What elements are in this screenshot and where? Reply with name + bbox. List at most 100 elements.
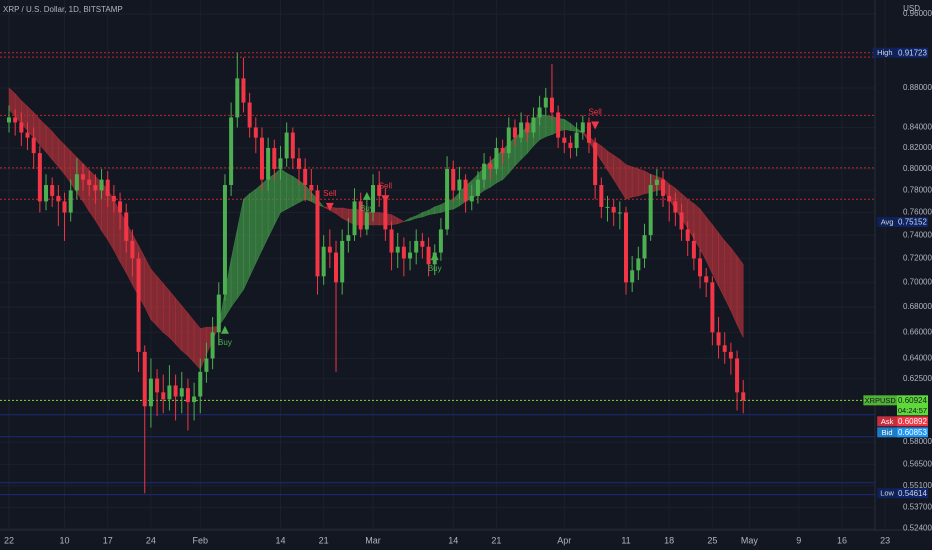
candle-body (568, 142, 573, 148)
price-tag-value-box (897, 488, 928, 499)
x-tick-label: 11 (621, 535, 630, 545)
candle-body (463, 179, 468, 202)
ema-ribbon (187, 312, 195, 364)
price-tag-name-box (877, 416, 897, 427)
x-tick-label: 24 (146, 535, 156, 545)
signal-label: Sell (323, 189, 337, 198)
candle-body (327, 246, 332, 253)
price-tag-value: 0.75152 (898, 218, 927, 227)
price-tag-value: 0.54614 (898, 489, 927, 498)
candle-body (679, 212, 684, 230)
ema-ribbon (255, 183, 263, 264)
price-tag-name: Low (880, 489, 894, 498)
price-tag-name-box (877, 488, 897, 499)
price-tag-countdown: 04:24:57 (898, 406, 927, 415)
candle-body (364, 212, 369, 230)
candle-body (426, 246, 431, 265)
y-tick-label: 0.52400 (903, 523, 932, 532)
ema-ribbon (181, 304, 189, 357)
candle-body (531, 117, 536, 133)
y-tick-label: 0.62500 (903, 374, 932, 383)
candle-body (173, 385, 178, 397)
y-tick-label: 0.80000 (903, 164, 932, 173)
candle-body (642, 235, 647, 259)
candle-body (167, 385, 172, 400)
candle-body (704, 276, 709, 283)
candle-body (562, 137, 567, 143)
candle-body (37, 153, 42, 202)
price-tag-name: Bid (882, 428, 893, 437)
candle-body (56, 195, 61, 202)
ema-ribbon (545, 115, 553, 138)
price-tag-value: 0.91723 (898, 48, 927, 57)
candle-body (401, 246, 406, 259)
ema-ribbon (175, 297, 183, 352)
ema-ribbon (243, 193, 250, 290)
ema-ribbon (156, 275, 164, 334)
candle-body (81, 174, 86, 180)
signal-marker (381, 195, 390, 204)
candle-body (105, 179, 110, 196)
candle-body (222, 185, 227, 295)
price-tag-value: 0.60853 (898, 428, 927, 437)
signal-label: Buy (360, 204, 374, 213)
price-tag-name: Avg (881, 218, 894, 227)
x-tick-label: Feb (193, 535, 209, 545)
y-tick-label: 0.74000 (903, 230, 932, 239)
candle-body (661, 179, 666, 196)
candle-body (272, 147, 277, 169)
x-tick-label: 14 (448, 535, 458, 545)
candle-body (229, 117, 234, 186)
candle-body (25, 132, 30, 138)
ema-ribbon (539, 114, 547, 141)
signal-marker (430, 252, 439, 261)
candle-body (543, 97, 548, 108)
candle-body (691, 240, 696, 259)
candle-body (241, 78, 246, 103)
candle-body (358, 201, 363, 230)
candle-body (673, 201, 678, 213)
candle-body (7, 117, 11, 123)
price-tag-name-box (872, 47, 897, 58)
price-tag-value-box (897, 47, 928, 58)
candle-body (611, 206, 616, 213)
price-tags: High 0.91723 Avg 0.75152 XRPUSD 0.6092404:24:… (863, 47, 928, 499)
ema-ribbon (88, 169, 96, 222)
candle-body (728, 351, 733, 359)
candle-body (340, 240, 345, 283)
x-tick-label: 23 (880, 535, 890, 545)
candle-body (469, 195, 474, 202)
candle-body (685, 229, 690, 241)
x-tick-label: 25 (707, 535, 717, 545)
candle-body (395, 246, 400, 253)
candle-body (408, 252, 413, 259)
y-tick-label: 0.84000 (903, 123, 932, 132)
ema-ribbon (631, 166, 639, 198)
ema-ribbon (162, 282, 170, 339)
signal-marker (325, 202, 334, 211)
ema-ribbon (372, 212, 380, 226)
ema-ribbon (736, 255, 744, 338)
candle-body (204, 358, 209, 372)
candle-body (586, 122, 591, 143)
candle-body (445, 168, 450, 230)
ema-ribbon (724, 240, 732, 311)
candle-body (438, 229, 443, 253)
candle-body (118, 201, 123, 213)
price-tag-name-box (877, 217, 897, 228)
x-tick-label: 21 (491, 535, 501, 545)
candle-body (506, 127, 511, 154)
candle-body (636, 258, 641, 271)
candle-body (247, 102, 252, 128)
candle-body (130, 240, 135, 259)
candle-body (334, 252, 339, 283)
signal-label: Sell (588, 108, 602, 117)
candle-body (13, 117, 18, 123)
price-tag-name: Ask (881, 417, 894, 426)
candle-body (556, 112, 561, 138)
ema-ribbon (249, 188, 257, 277)
candle-body (309, 185, 314, 191)
x-tick-label: 16 (837, 535, 847, 545)
ema-ribbon (280, 168, 287, 214)
